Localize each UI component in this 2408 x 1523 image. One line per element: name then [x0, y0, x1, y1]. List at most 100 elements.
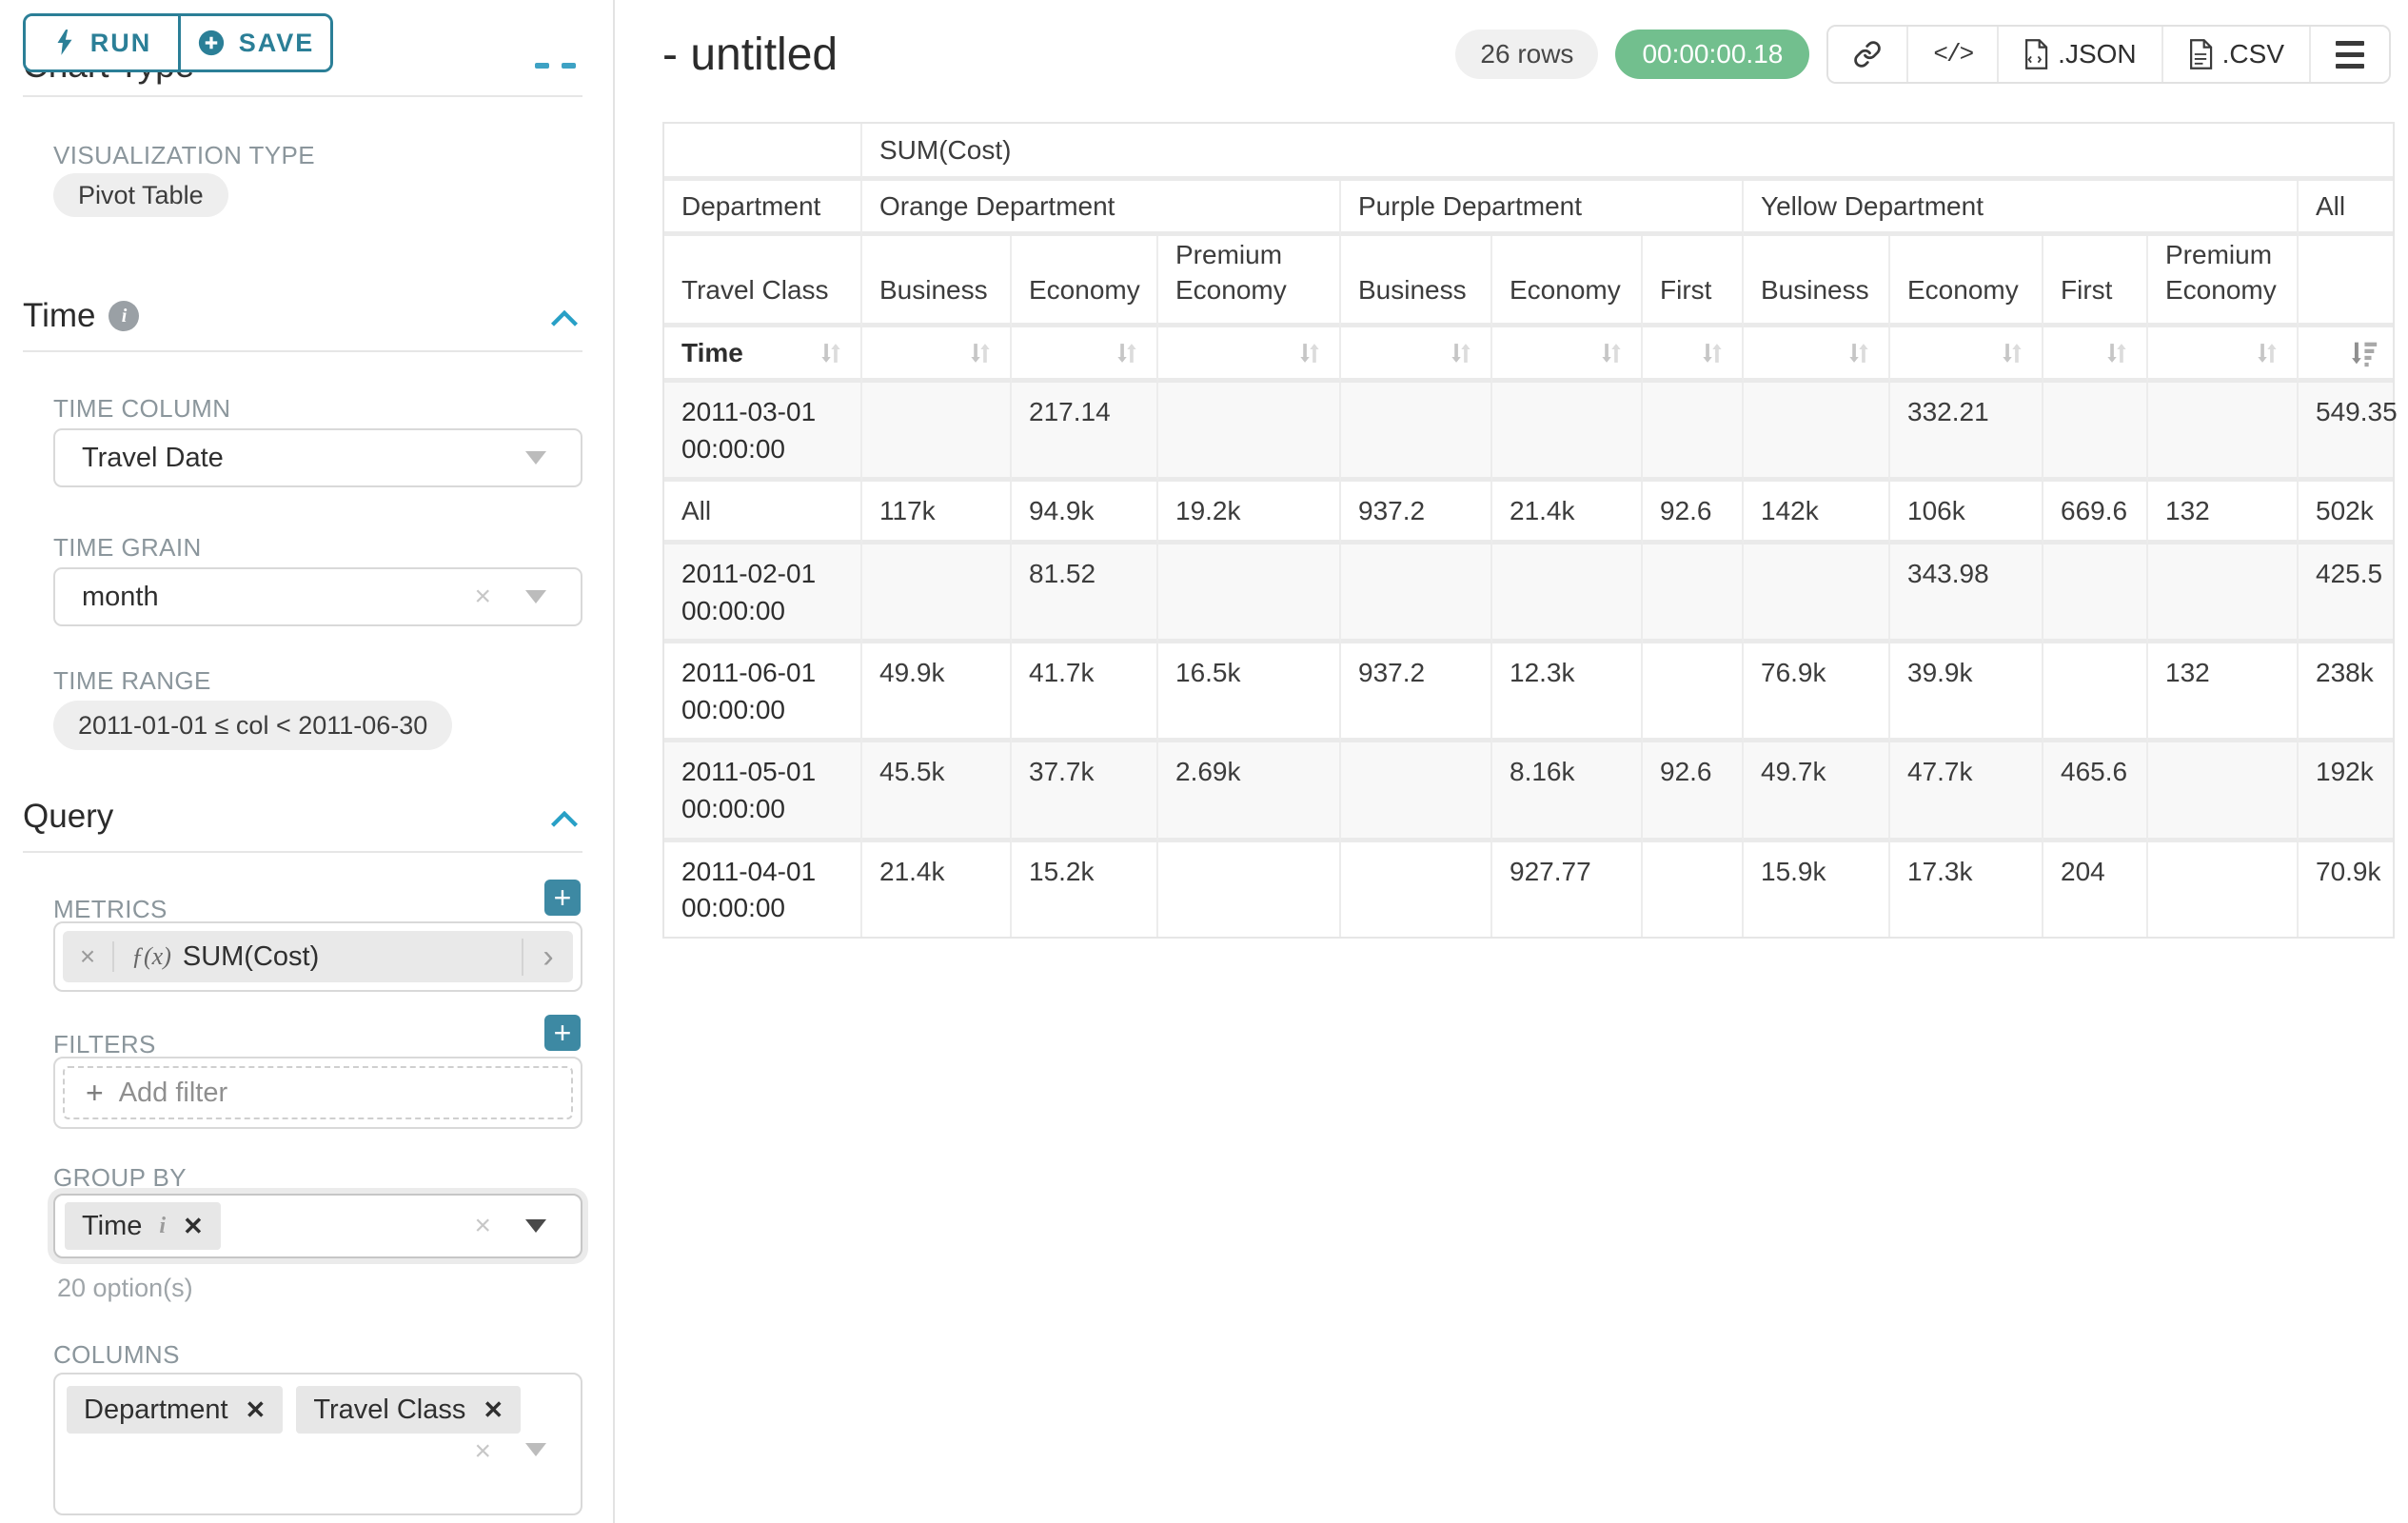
pivot-cell: 16.5k: [1158, 643, 1341, 743]
pivot-cell: 92.6: [1643, 482, 1744, 544]
pivot-cell: 669.6: [2043, 482, 2148, 544]
run-button[interactable]: RUN: [26, 16, 178, 69]
row-count-badge: 26 rows: [1455, 30, 1599, 79]
col-header: Business: [1341, 236, 1492, 327]
time-sort-cell[interactable]: Time: [664, 327, 862, 383]
add-filter-plus-button[interactable]: +: [544, 1015, 581, 1051]
sort-icon[interactable]: [1660, 337, 1742, 369]
json-button-label: .JSON: [2058, 39, 2137, 69]
pivot-cell: 937.2: [1341, 482, 1492, 544]
columns-select[interactable]: Department ✕ Travel Class ✕ ×: [53, 1373, 582, 1515]
plus-circle-icon: [198, 30, 224, 56]
pivot-table: SUM(Cost) Department Orange Department P…: [664, 124, 2398, 937]
metric-pill[interactable]: × ƒ(x) SUM(Cost) ›: [63, 931, 573, 982]
row-header: 2011-05-01 00:00:00: [664, 742, 862, 842]
clear-icon[interactable]: ×: [474, 1210, 491, 1241]
columns-label: COLUMNS: [53, 1340, 180, 1369]
pivot-cell: 217.14: [1012, 383, 1158, 483]
group-by-chip-time[interactable]: Time i ✕: [65, 1202, 221, 1250]
time-column-select[interactable]: Travel Date: [53, 428, 582, 487]
row-header: 2011-02-01 00:00:00: [664, 544, 862, 644]
remove-metric-icon[interactable]: ×: [63, 941, 114, 972]
pivot-cell: 132: [2148, 643, 2299, 743]
chevron-up-icon[interactable]: [550, 310, 579, 327]
col-header: Economy: [1890, 236, 2043, 327]
time-range-value-pill[interactable]: 2011-01-01 ≤ col < 2011-06-30: [53, 701, 453, 750]
chevron-up-icon[interactable]: [550, 811, 579, 828]
add-filter-button[interactable]: + Add filter: [63, 1066, 573, 1119]
pivot-cell: 927.77: [1492, 841, 1643, 937]
pivot-cell: [2043, 544, 2148, 644]
add-filter-label: Add filter: [118, 1077, 228, 1108]
table-row: 2011-02-01 00:00:00 81.52 343.98 425.5: [664, 544, 2394, 644]
sort-icon[interactable]: [1029, 337, 1156, 369]
department-header-row: Department Orange Department Purple Depa…: [664, 181, 2394, 236]
sort-icon[interactable]: [879, 337, 1010, 369]
chip-label: Department: [84, 1394, 228, 1425]
pivot-cell: 21.4k: [862, 841, 1012, 937]
sort-icon[interactable]: [1358, 337, 1490, 369]
link-icon: [1854, 41, 1882, 68]
col-header: First: [1643, 236, 1744, 327]
query-section-header[interactable]: Query: [23, 798, 113, 836]
sort-icon[interactable]: [1761, 337, 1888, 369]
row-header: 2011-03-01 00:00:00: [664, 383, 862, 483]
column-group-orange: Orange Department: [862, 181, 1341, 236]
pivot-cell: 45.5k: [862, 742, 1012, 842]
pivot-cell: 106k: [1890, 482, 2043, 544]
pivot-cell: 81.52: [1012, 544, 1158, 644]
viz-type-value-pill[interactable]: Pivot Table: [53, 173, 228, 217]
pivot-cell: 8.16k: [1492, 742, 1643, 842]
time-range-label: TIME RANGE: [53, 666, 211, 695]
add-metric-button[interactable]: +: [544, 880, 581, 916]
sort-icon[interactable]: [815, 337, 847, 369]
empty-corner-cell: [664, 124, 862, 181]
remove-chip-icon[interactable]: ✕: [245, 1394, 266, 1424]
run-button-label: RUN: [89, 28, 152, 57]
sort-desc-icon[interactable]: [2316, 337, 2393, 369]
sort-icon[interactable]: [1175, 337, 1339, 369]
export-json-button[interactable]: .JSON: [1997, 27, 2161, 82]
time-section-title: Time: [23, 297, 96, 334]
columns-chip-travel-class[interactable]: Travel Class ✕: [296, 1386, 522, 1434]
pivot-cell: 21.4k: [1492, 482, 1643, 544]
time-section-header[interactable]: Time i: [23, 297, 140, 335]
pivot-cell: [1158, 383, 1341, 483]
expand-metric-icon[interactable]: ›: [522, 938, 573, 976]
remove-chip-icon[interactable]: ✕: [183, 1211, 204, 1240]
table-row: 2011-06-01 00:00:00 49.9k 41.7k 16.5k 937.2 1…: [664, 643, 2394, 743]
columns-chip-department[interactable]: Department ✕: [67, 1386, 284, 1434]
pivot-cell: 132: [2148, 482, 2299, 544]
chart-title[interactable]: - untitled: [662, 29, 839, 80]
sort-icon[interactable]: [1907, 337, 2042, 369]
export-csv-button[interactable]: .CSV: [2161, 27, 2309, 82]
col-header: Business: [862, 236, 1012, 327]
travel-class-header-row: Travel Class Business Economy Premium Ec…: [664, 236, 2394, 327]
divider: [23, 350, 582, 352]
viz-type-label: VISUALIZATION TYPE: [53, 141, 315, 169]
divider: [23, 851, 582, 853]
pivot-cell: [1341, 383, 1492, 483]
pivot-cell: 332.21: [1890, 383, 2043, 483]
copy-link-button[interactable]: [1828, 27, 1907, 82]
time-grain-select[interactable]: month ×: [53, 567, 582, 626]
remove-chip-icon[interactable]: ✕: [483, 1394, 504, 1424]
sort-icon[interactable]: [2165, 337, 2297, 369]
menu-button[interactable]: [2309, 27, 2389, 82]
group-by-select[interactable]: Time i ✕ ×: [53, 1194, 582, 1258]
col-header: Economy: [1492, 236, 1643, 327]
pivot-cell: 92.6: [1643, 742, 1744, 842]
sort-icon[interactable]: [2061, 337, 2146, 369]
metrics-control: × ƒ(x) SUM(Cost) ›: [53, 921, 582, 992]
clear-icon[interactable]: ×: [474, 581, 491, 612]
save-button[interactable]: SAVE: [178, 16, 330, 69]
pivot-cell: [1744, 544, 1890, 644]
sort-icon[interactable]: [1510, 337, 1641, 369]
clear-icon[interactable]: ×: [474, 1435, 491, 1467]
pivot-cell: 425.5: [2299, 544, 2394, 644]
table-row: All 117k 94.9k 19.2k 937.2 21.4k 92.6 142k 106k 6…: [664, 482, 2394, 544]
query-section-title: Query: [23, 798, 114, 835]
table-row: 2011-03-01 00:00:00 217.14 332.21 549.35: [664, 383, 2398, 483]
embed-code-button[interactable]: </>: [1906, 27, 1998, 82]
run-save-button-group: RUN SAVE: [23, 13, 333, 72]
